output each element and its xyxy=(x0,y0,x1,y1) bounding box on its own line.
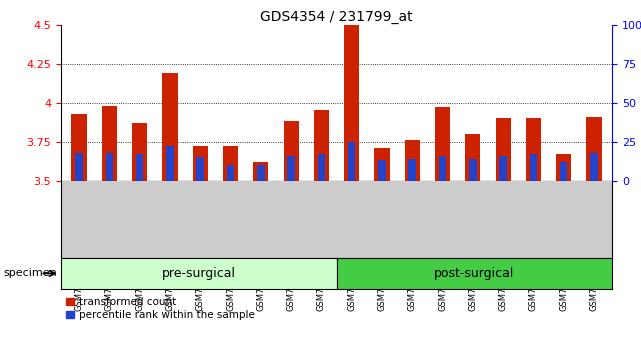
Bar xyxy=(136,154,144,181)
Bar xyxy=(72,114,87,181)
Bar xyxy=(166,146,174,181)
Title: GDS4354 / 231799_at: GDS4354 / 231799_at xyxy=(260,10,413,24)
Bar xyxy=(223,146,238,181)
Bar xyxy=(348,142,356,181)
Bar xyxy=(287,156,295,181)
Bar xyxy=(404,140,420,181)
Bar xyxy=(438,156,446,181)
Text: post-surgical: post-surgical xyxy=(434,267,515,280)
Bar xyxy=(344,25,359,181)
Bar xyxy=(317,154,325,181)
Text: specimen: specimen xyxy=(3,268,57,279)
Bar xyxy=(193,146,208,181)
Bar xyxy=(378,160,386,181)
Bar xyxy=(590,153,598,181)
Bar xyxy=(469,159,477,181)
Bar xyxy=(283,121,299,181)
Bar xyxy=(257,165,265,181)
Bar xyxy=(196,157,204,181)
Text: pre-surgical: pre-surgical xyxy=(162,267,236,280)
Bar xyxy=(529,154,537,181)
Bar xyxy=(556,154,571,181)
Bar xyxy=(465,134,480,181)
Bar xyxy=(560,162,567,181)
Bar xyxy=(587,117,601,181)
Bar xyxy=(253,162,269,181)
Bar xyxy=(526,118,541,181)
Bar xyxy=(495,118,511,181)
Bar xyxy=(435,107,450,181)
Bar xyxy=(106,153,113,181)
Bar xyxy=(132,123,147,181)
Bar xyxy=(162,73,178,181)
Bar xyxy=(102,106,117,181)
Bar xyxy=(408,159,416,181)
Bar xyxy=(314,110,329,181)
Legend: transformed count, percentile rank within the sample: transformed count, percentile rank withi… xyxy=(66,297,254,320)
Bar xyxy=(499,156,507,181)
Bar xyxy=(374,148,390,181)
Bar xyxy=(227,165,235,181)
Bar xyxy=(75,153,83,181)
